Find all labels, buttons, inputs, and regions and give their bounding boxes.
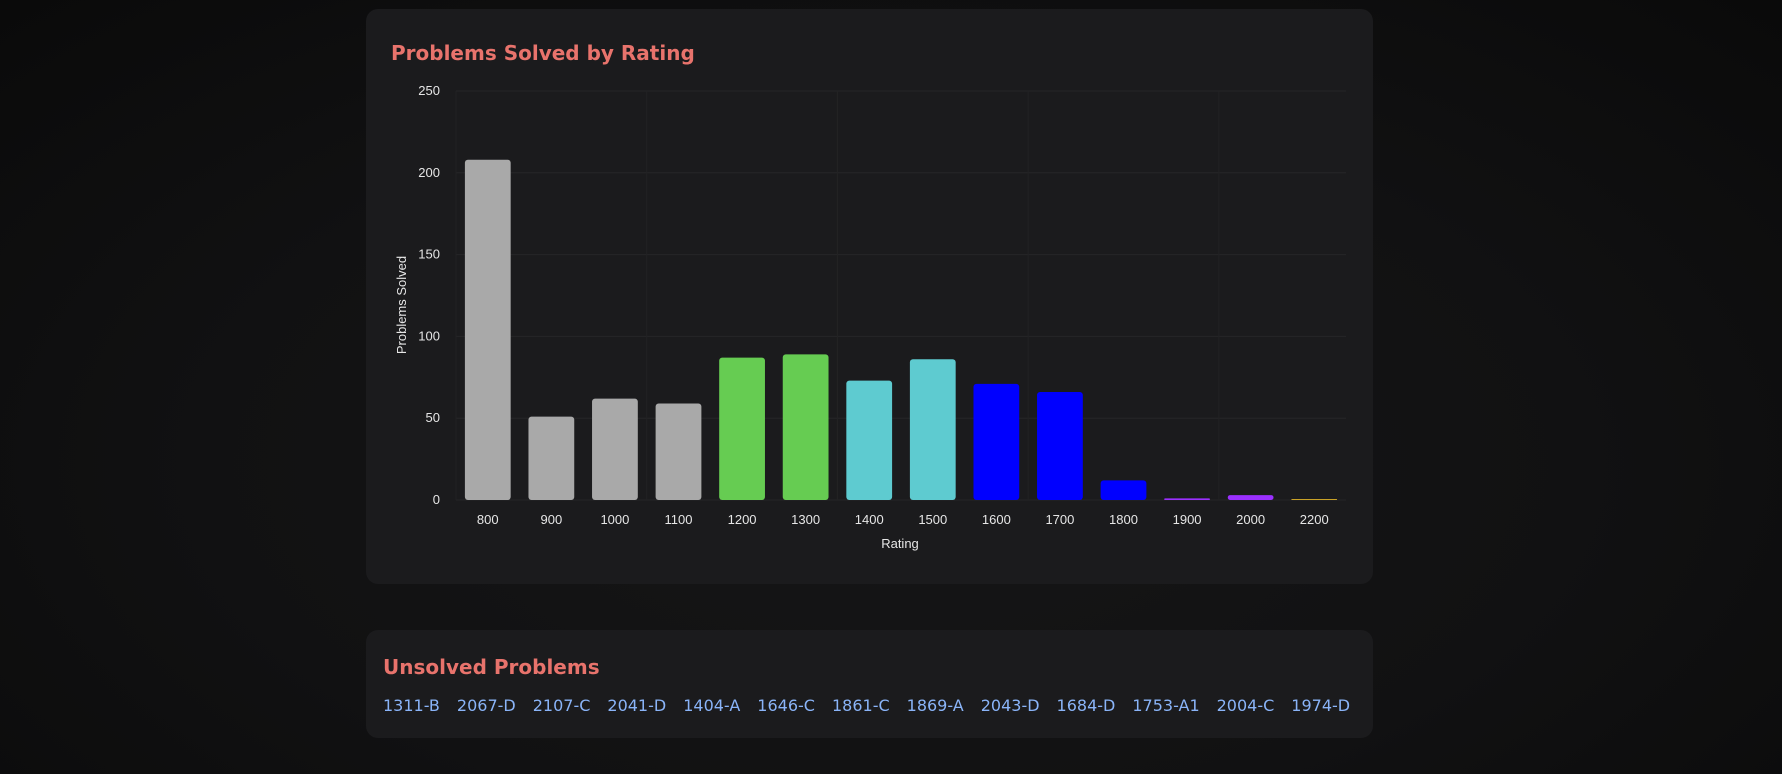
x-tick-label: 900 <box>541 512 563 527</box>
bar-1900[interactable] <box>1164 498 1210 500</box>
problem-link[interactable]: 1753-A1 <box>1132 696 1200 715</box>
bar-1700[interactable] <box>1037 392 1083 500</box>
x-tick-label: 1100 <box>665 512 693 527</box>
bar-1400[interactable] <box>846 380 893 500</box>
y-tick-label: 200 <box>418 165 440 180</box>
x-tick-label: 1200 <box>728 512 757 527</box>
bar-2000[interactable] <box>1227 495 1274 500</box>
x-axis-label: Rating <box>881 536 919 551</box>
y-tick-label: 100 <box>418 328 440 343</box>
x-tick-label: 2000 <box>1236 512 1265 527</box>
chart-title: Problems Solved by Rating <box>391 41 695 65</box>
unsolved-problem-list: 1311-B 2067-D 2107-C 2041-D 1404-A 1646-C 1861… <box>383 696 1355 722</box>
bar-1300[interactable] <box>782 354 829 500</box>
x-tick-label: 1000 <box>600 512 629 527</box>
x-tick-label: 2200 <box>1300 512 1329 527</box>
bar-1200[interactable] <box>719 357 765 500</box>
y-axis-label: Problems Solved <box>394 256 409 354</box>
problem-link[interactable]: 1684-D <box>1056 696 1116 715</box>
x-tick-label: 1900 <box>1173 512 1202 527</box>
problem-link[interactable]: 1404-A <box>683 696 741 715</box>
problem-link[interactable]: 2067-D <box>456 696 516 715</box>
bar-1800[interactable] <box>1100 480 1147 500</box>
problem-link[interactable]: 1311-B <box>383 696 440 715</box>
y-axis-ticks: 0 50 100 150 200 250 <box>418 83 440 507</box>
y-tick-label: 0 <box>433 492 440 507</box>
bar-800[interactable] <box>464 159 511 500</box>
x-tick-label: 1800 <box>1109 512 1138 527</box>
x-tick-label: 1600 <box>982 512 1011 527</box>
rating-bar-chart: 0 50 100 150 200 250 800 900 1000 1100 1200 1300 14… <box>394 83 1346 551</box>
problem-link[interactable]: 1974-D <box>1291 696 1351 715</box>
x-tick-label: 1400 <box>855 512 884 527</box>
problem-link[interactable]: 1861-C <box>831 696 890 715</box>
bar-2200[interactable] <box>1291 499 1338 500</box>
x-tick-label: 1700 <box>1045 512 1074 527</box>
bar-1500[interactable] <box>909 359 956 500</box>
x-tick-label: 1500 <box>918 512 947 527</box>
y-tick-label: 250 <box>418 83 440 98</box>
x-tick-label: 800 <box>477 512 499 527</box>
bar-1100[interactable] <box>655 403 702 500</box>
problem-link[interactable]: 1646-C <box>757 696 815 715</box>
y-tick-label: 150 <box>418 247 440 262</box>
problem-link[interactable]: 2107-C <box>532 696 591 715</box>
x-axis-ticks: 800 900 1000 1100 1200 1300 1400 1500 1600 1700 18… <box>477 512 1329 527</box>
bar-1600[interactable] <box>973 383 1020 500</box>
unsolved-problems-card: Unsolved Problems 1311-B 2067-D 2107-C 2041… <box>366 630 1373 738</box>
bar-900[interactable] <box>528 416 575 500</box>
problem-link[interactable]: 2043-D <box>980 696 1040 715</box>
chart-bars <box>464 159 1338 500</box>
x-tick-label: 1300 <box>791 512 820 527</box>
y-tick-label: 50 <box>426 410 440 425</box>
unsolved-title: Unsolved Problems <box>383 655 600 679</box>
chart-grid <box>455 90 1346 501</box>
chart-card: Problems Solved by Rating 0 50 100 150 200 25… <box>366 9 1373 584</box>
problem-link[interactable]: 2004-C <box>1216 696 1275 715</box>
bar-1000[interactable] <box>592 398 638 500</box>
problem-link[interactable]: 1869-A <box>906 696 964 715</box>
problem-link[interactable]: 2041-D <box>607 696 667 715</box>
